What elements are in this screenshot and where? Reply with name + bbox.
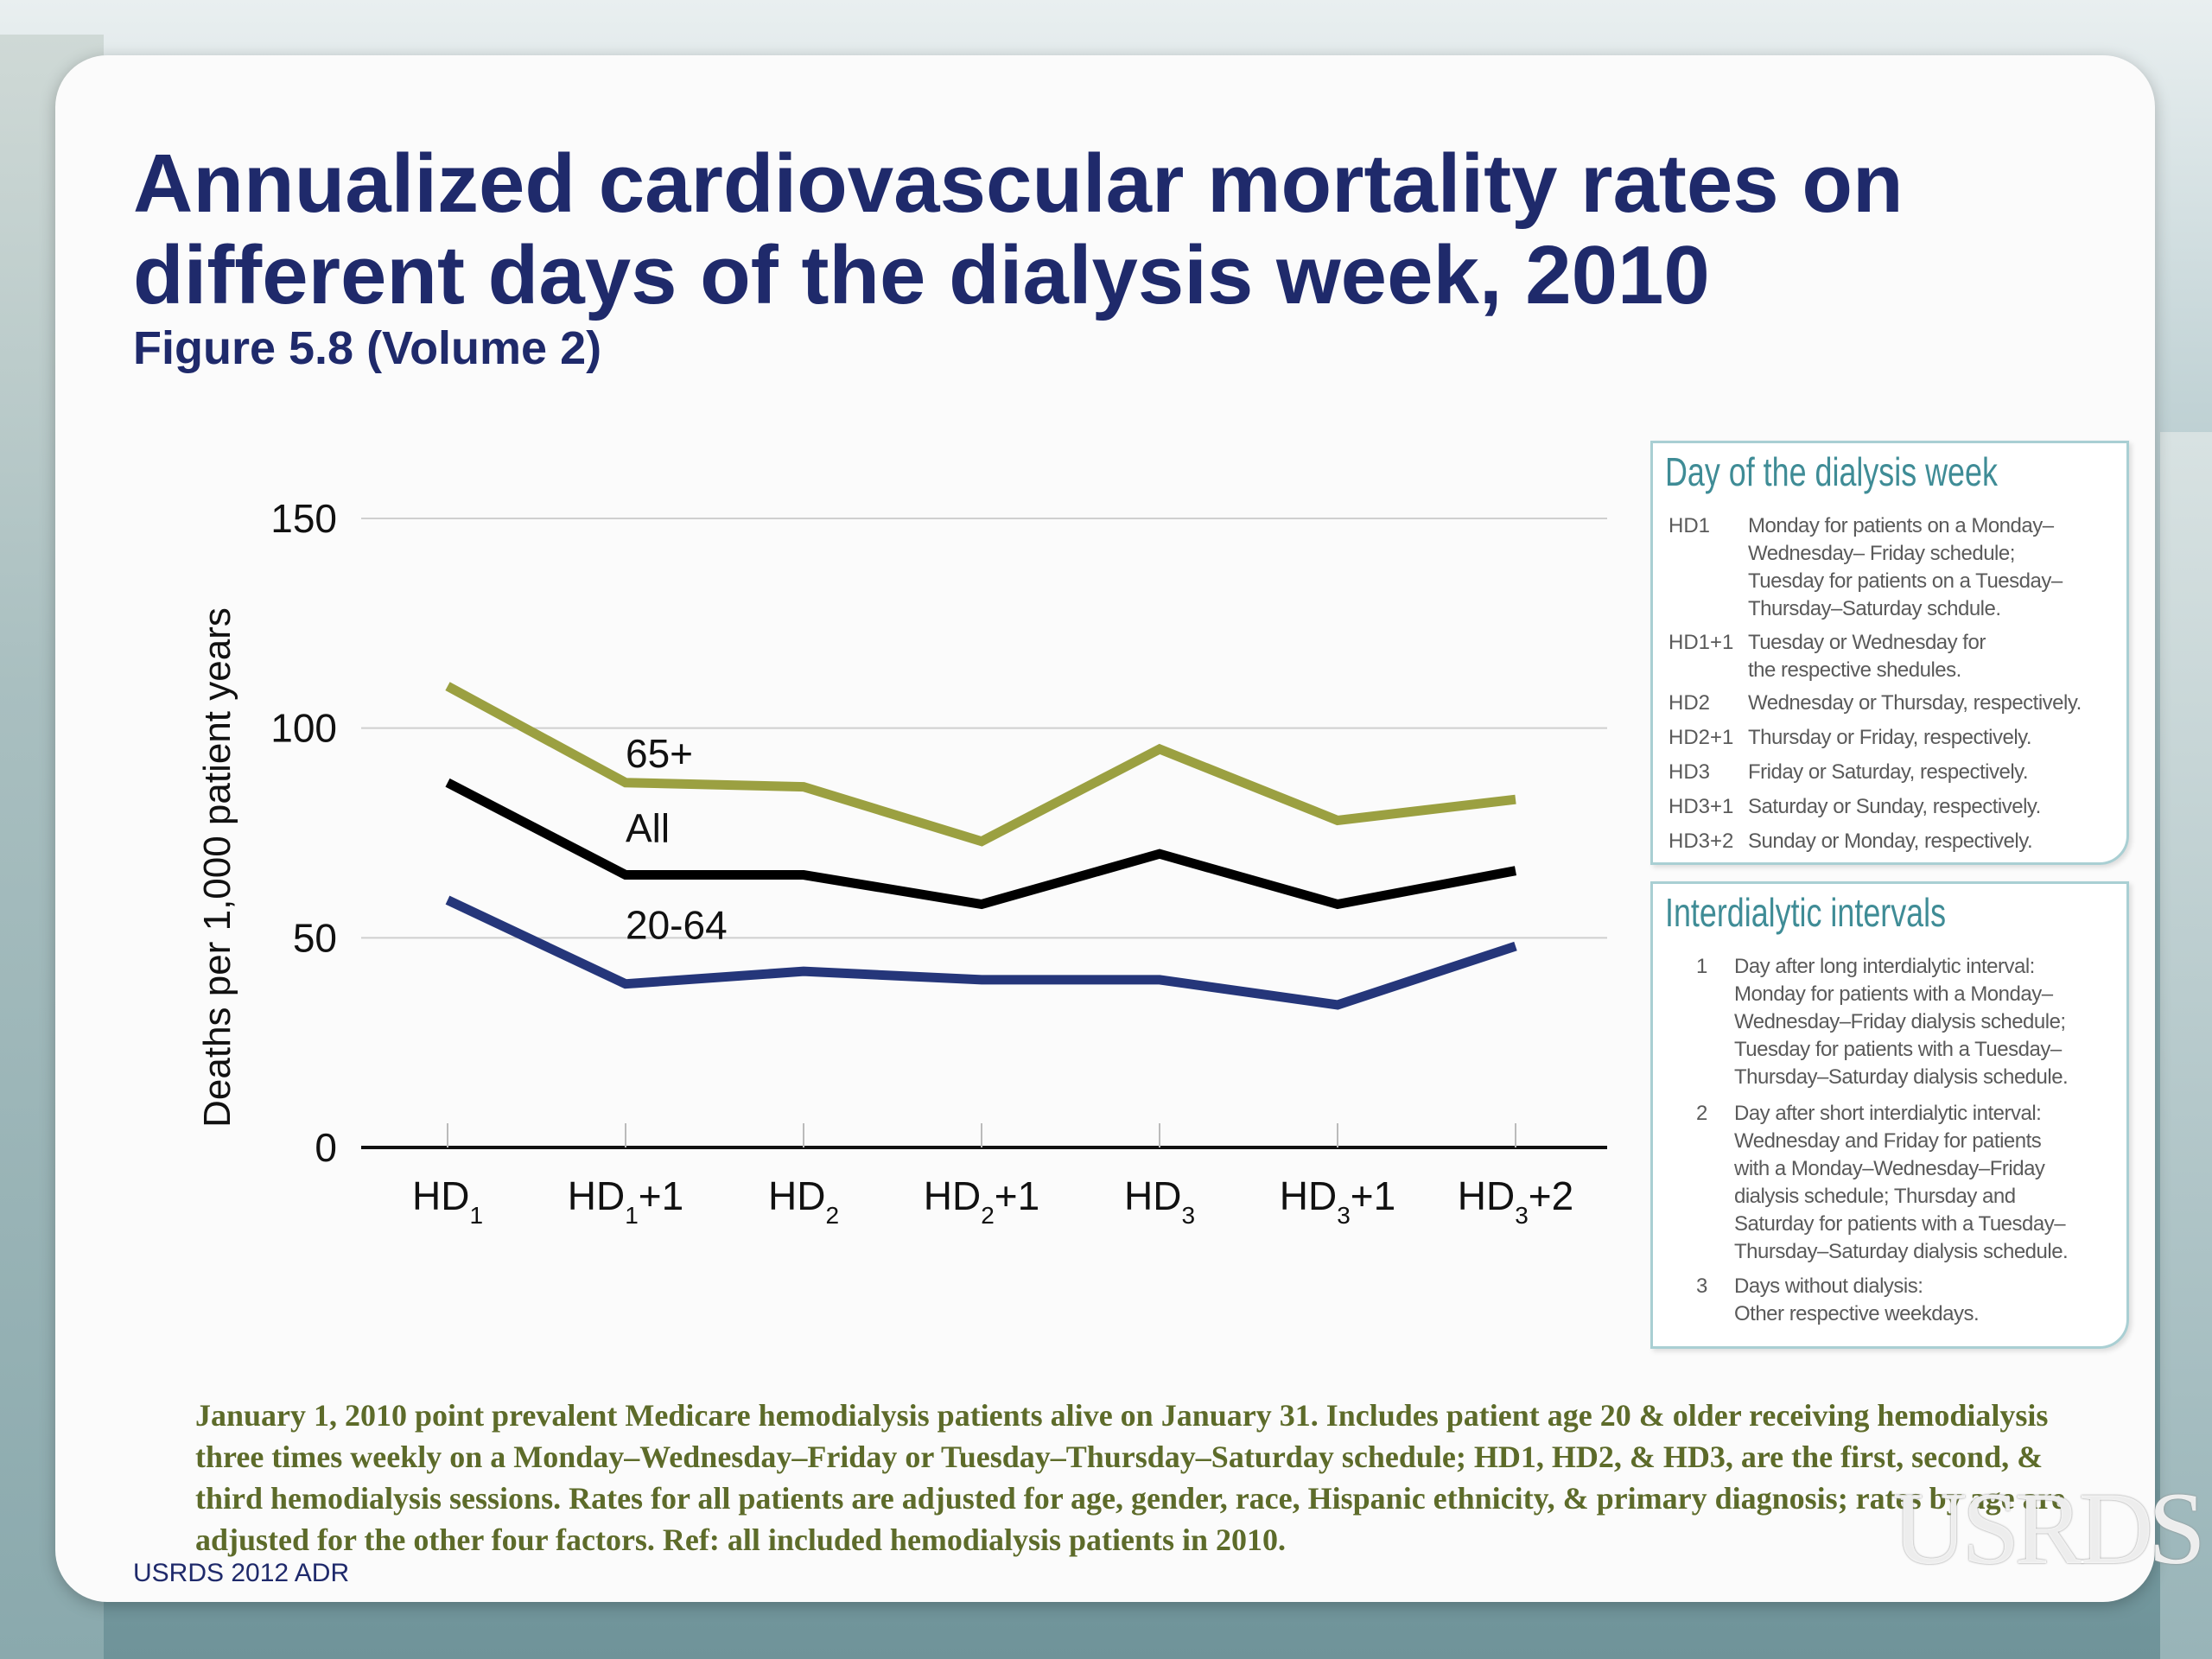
x-tick-label: HD1 bbox=[412, 1173, 483, 1229]
legend-int-desc: Day after long interdialytic interval: M… bbox=[1734, 955, 2069, 1089]
legend-int-number: 1 bbox=[1696, 955, 1708, 978]
page-title: Annualized cardiovascular mortality rate… bbox=[133, 137, 1904, 321]
legend-day-code: HD3+2 bbox=[1669, 830, 1734, 853]
legend-day-desc: Tuesday or Wednesday for the respective … bbox=[1748, 631, 1986, 682]
x-tick-label: HD2 bbox=[768, 1173, 839, 1229]
usrds-logo: USRDS bbox=[1892, 1471, 2206, 1586]
legend-int-number: 2 bbox=[1696, 1102, 1708, 1125]
series-label: 20-64 bbox=[626, 903, 728, 948]
x-tick-label: HD1+1 bbox=[568, 1173, 683, 1229]
legend-int-desc: Day after short interdialytic interval: … bbox=[1734, 1102, 2069, 1263]
legend-day-desc: Monday for patients on a Monday– Wednesd… bbox=[1748, 514, 2063, 620]
legend-day-code: HD3+1 bbox=[1669, 795, 1734, 818]
series-line-20-64 bbox=[445, 895, 1517, 1010]
line-chart: 0 50 100 150 Deaths per 1,000 patient years H… bbox=[196, 496, 1607, 1229]
series-label: 65+ bbox=[626, 731, 693, 776]
y-tick-label: 50 bbox=[293, 915, 337, 960]
series-label: All bbox=[626, 806, 670, 851]
legend-day-code: HD1+1 bbox=[1669, 631, 1734, 654]
background-right bbox=[2160, 432, 2212, 1659]
legend-int-title: Interdialytic intervals bbox=[1665, 890, 1947, 935]
legend-day-of-week: Day of the dialysis week HD1 Monday for p… bbox=[1650, 441, 2129, 865]
y-axis-label: Deaths per 1,000 patient years bbox=[196, 607, 238, 1128]
figure-subtitle: Figure 5.8 (Volume 2) bbox=[133, 322, 602, 374]
y-tick-label: 150 bbox=[270, 496, 337, 541]
legend-day-code: HD2+1 bbox=[1669, 726, 1734, 749]
footnote: January 1, 2010 point prevalent Medicare… bbox=[195, 1398, 2065, 1557]
legend-day-desc: Friday or Saturday, respectively. bbox=[1748, 760, 2029, 784]
y-tick-label: 100 bbox=[270, 706, 337, 751]
source-label: USRDS 2012 ADR bbox=[133, 1559, 350, 1587]
x-tick-label: HD3+1 bbox=[1280, 1173, 1395, 1229]
legend-day-desc: Wednesday or Thursday, respectively. bbox=[1748, 691, 2082, 715]
legend-day-desc: Saturday or Sunday, respectively. bbox=[1748, 795, 2041, 818]
legend-day-code: HD3 bbox=[1669, 760, 1711, 784]
legend-day-code: HD2 bbox=[1669, 691, 1711, 715]
series-line-65- bbox=[445, 682, 1516, 847]
legend-day-code: HD1 bbox=[1669, 514, 1711, 537]
legend-day-desc: Thursday or Friday, respectively. bbox=[1748, 726, 2032, 749]
y-tick-label: 0 bbox=[315, 1125, 337, 1170]
legend-int-desc: Days without dialysis: Other respective … bbox=[1734, 1274, 1980, 1325]
x-tick-label: HD3+2 bbox=[1458, 1173, 1573, 1229]
legend-int-number: 3 bbox=[1696, 1274, 1708, 1298]
x-tick-label: HD2+1 bbox=[924, 1173, 1039, 1229]
x-tick-label: HD3 bbox=[1124, 1173, 1195, 1229]
series-line-all bbox=[445, 778, 1517, 910]
legend-interdialytic-intervals: Interdialytic intervals 1 Day after long … bbox=[1650, 881, 2129, 1349]
legend-day-desc: Sunday or Monday, respectively. bbox=[1748, 830, 2033, 853]
legend-day-title: Day of the dialysis week bbox=[1665, 449, 1998, 494]
